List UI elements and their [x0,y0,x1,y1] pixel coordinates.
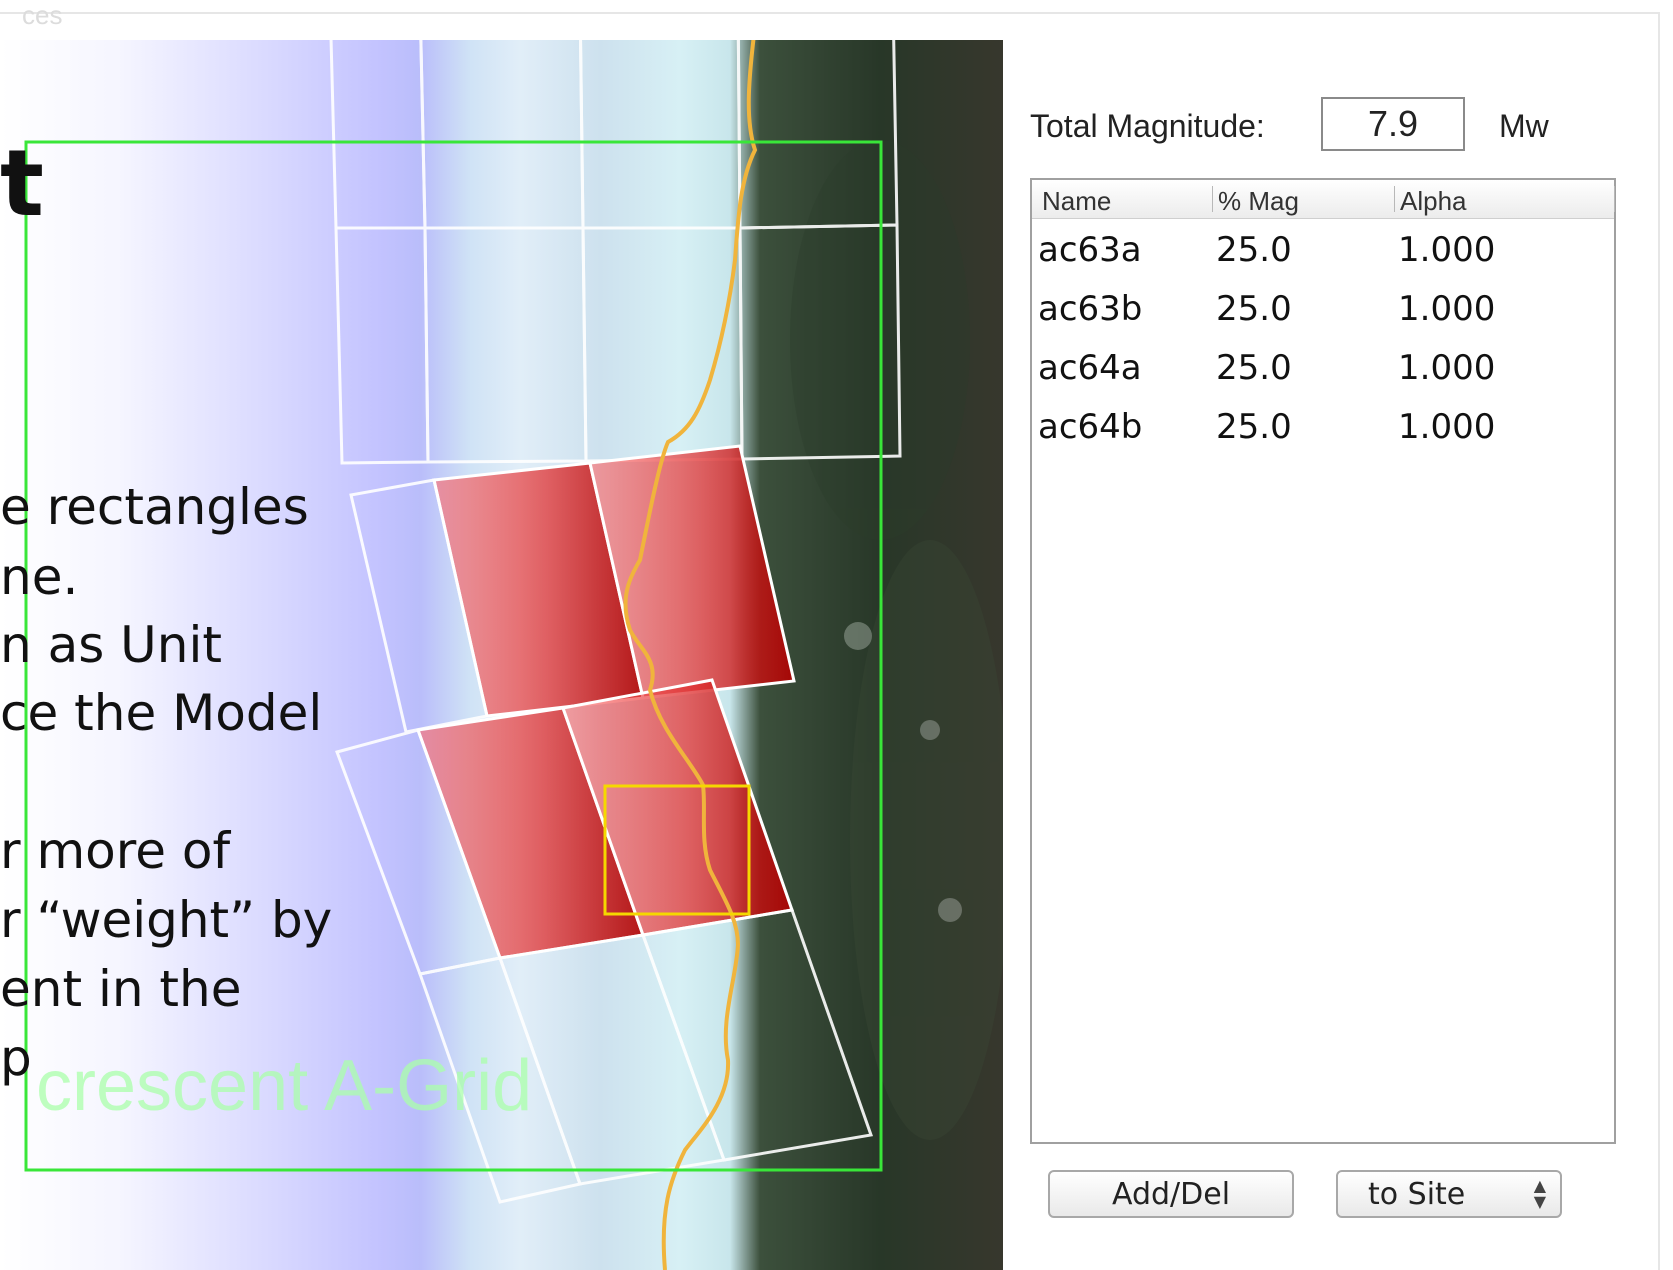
cell-name: ac63b [1038,289,1143,329]
column-header-mag[interactable]: % Mag [1218,186,1299,216]
column-header-alpha[interactable]: Alpha [1400,186,1467,216]
column-separator[interactable] [1394,186,1395,212]
cell-mag: 25.0 [1216,230,1292,270]
source-panel: Total Magnitude: Mw Name % Mag Alpha ac6… [1003,40,1658,1270]
window-frame-top [0,12,1660,14]
table-header: Name % Mag Alpha [1032,180,1615,219]
target-select[interactable]: to Site ▲ ▼ [1336,1170,1562,1218]
map-view[interactable]: t e rectangles ne. n as Unit ce the Mode… [0,40,1003,1270]
column-separator[interactable] [1212,186,1213,212]
cell-name: ac63a [1038,230,1142,270]
magnitude-unit-label: Mw [1499,108,1549,144]
table-row[interactable]: ac64a 25.0 1.000 [1032,342,1614,400]
target-select-value: to Site [1368,1176,1466,1212]
cell-alpha: 1.000 [1398,230,1496,270]
cell-mag: 25.0 [1216,407,1292,447]
cell-mag: 25.0 [1216,348,1292,388]
cell-name: ac64a [1038,348,1142,388]
coastline [623,40,758,1270]
table-row[interactable]: ac63a 25.0 1.000 [1032,224,1614,282]
window-frame-right [1658,12,1660,1270]
cell-alpha: 1.000 [1398,348,1496,388]
fault-grid-lower [335,478,874,1204]
cell-alpha: 1.000 [1398,407,1496,447]
column-header-name[interactable]: Name [1042,186,1112,216]
up-down-arrows-icon: ▲ ▼ [1533,1176,1546,1211]
map-canvas[interactable] [0,40,1003,1270]
add-del-button[interactable]: Add/Del [1048,1170,1294,1218]
table-row[interactable]: ac63b 25.0 1.000 [1032,283,1614,341]
table-row[interactable]: ac64b 25.0 1.000 [1032,401,1614,459]
column-separator[interactable] [1614,186,1615,212]
window-title: ces [22,0,63,30]
total-magnitude-label: Total Magnitude: [1030,108,1265,144]
site-highlight-box[interactable] [603,784,751,916]
total-magnitude-input[interactable] [1321,97,1465,151]
cell-mag: 25.0 [1216,289,1292,329]
cell-alpha: 1.000 [1398,289,1496,329]
selected-fault-cells[interactable] [415,444,796,960]
unit-source-table[interactable]: Name % Mag Alpha ac63a 25.0 1.000 ac63b … [1030,178,1616,1144]
cell-name: ac64b [1038,407,1143,447]
selection-box[interactable] [24,140,883,1172]
